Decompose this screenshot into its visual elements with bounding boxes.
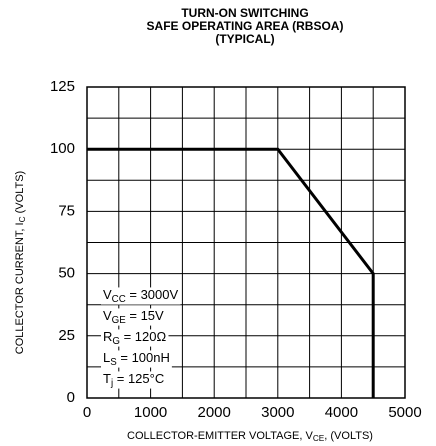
- y-axis-label: COLLECTOR CURRENT, IC (VOLTS): [14, 171, 27, 354]
- y-tick-label: 0: [67, 389, 75, 406]
- annotation-bg: [101, 308, 167, 326]
- annotation-part: R: [103, 329, 112, 344]
- y-axis-label-part: (VOLTS): [14, 171, 26, 217]
- annotation-bg: [101, 350, 172, 368]
- annotation-part: j: [110, 378, 113, 389]
- chart-title: TURN-ON SWITCHING: [181, 6, 308, 20]
- y-tick-label: 100: [50, 140, 75, 157]
- data-line: [87, 147, 375, 398]
- annotation-part: GE: [112, 315, 127, 326]
- x-tick-label: 5000: [388, 404, 421, 421]
- y-axis-label-part: C: [18, 216, 27, 222]
- annotation: LS = 100nH: [103, 350, 170, 367]
- chart-title: (TYPICAL): [215, 32, 274, 46]
- y-tick-label: 75: [58, 202, 75, 219]
- annotation-part: = 100nH: [117, 350, 170, 365]
- annotation-bg: [101, 329, 169, 347]
- x-axis-label: COLLECTOR-EMITTER VOLTAGE, VCE, (VOLTS): [127, 430, 373, 443]
- annotation: VGE = 15V: [103, 308, 164, 325]
- annotation-part: V: [103, 287, 112, 302]
- annotation-bg: [101, 371, 167, 389]
- annotation-part: = 3000V: [126, 287, 179, 302]
- annotation-part: T: [103, 371, 111, 386]
- x-tick-label: 4000: [325, 404, 358, 421]
- chart-title: SAFE OPERATING AREA (RBSOA): [147, 19, 344, 33]
- annotation: VCC = 3000V: [103, 287, 179, 304]
- x-tick-label: 1000: [134, 404, 167, 421]
- annotation-part: = 120Ω: [120, 329, 167, 344]
- annotation-part: CC: [112, 294, 126, 305]
- annotation-bg: [101, 287, 181, 305]
- plot-frame: [86, 86, 406, 399]
- x-tick-label: 2000: [198, 404, 231, 421]
- x-axis-label-part: CE: [313, 434, 325, 443]
- annotation: Tj = 125°C: [103, 371, 164, 388]
- annotation-part: G: [112, 336, 120, 347]
- x-tick-label: 0: [83, 404, 91, 421]
- y-tick-label: 25: [58, 327, 75, 344]
- annotation-part: = 125°C: [113, 371, 164, 386]
- x-axis-label-part: COLLECTOR-EMITTER VOLTAGE, V: [127, 430, 313, 442]
- y-tick-label: 50: [58, 265, 75, 282]
- x-tick-label: 3000: [261, 404, 294, 421]
- annotation-part: L: [103, 350, 110, 365]
- annotation-part: V: [103, 308, 112, 323]
- annotation-part: S: [110, 357, 117, 368]
- y-axis-label-part: COLLECTOR CURRENT, I: [14, 222, 26, 354]
- x-axis-label-part: , (VOLTS): [324, 430, 373, 442]
- y-tick-label: 125: [50, 78, 75, 95]
- annotation-part: = 15V: [126, 308, 164, 323]
- annotation: RG = 120Ω: [103, 329, 166, 346]
